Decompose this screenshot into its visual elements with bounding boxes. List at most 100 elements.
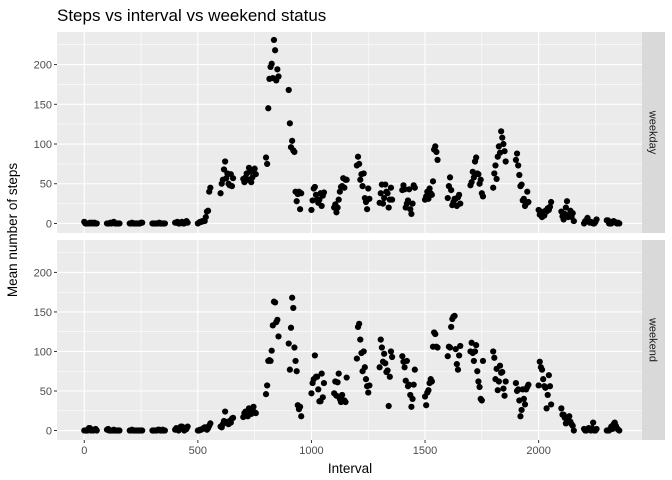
- data-point: [252, 410, 259, 417]
- data-point: [319, 394, 326, 401]
- data-point: [590, 419, 597, 426]
- data-point: [291, 344, 298, 351]
- data-point: [454, 366, 462, 373]
- data-point: [498, 128, 505, 135]
- data-point: [378, 344, 385, 351]
- data-point: [366, 195, 373, 202]
- data-point: [432, 143, 439, 150]
- data-point: [222, 408, 229, 415]
- data-point: [379, 200, 387, 207]
- facet-panel-weekend: 0 50 100 150 200 weekend: [34, 240, 665, 440]
- data-point: [314, 373, 321, 380]
- data-point: [468, 179, 475, 186]
- data-point: [426, 185, 433, 192]
- data-point: [229, 175, 237, 182]
- data-point: [385, 402, 392, 410]
- data-point: [335, 196, 342, 203]
- data-point: [540, 376, 547, 383]
- data-point: [384, 190, 391, 197]
- data-point: [343, 176, 350, 183]
- y-tick-label: 50: [40, 179, 52, 191]
- data-point: [271, 299, 279, 306]
- data-point: [287, 324, 295, 331]
- data-point: [320, 189, 328, 196]
- data-point: [388, 353, 396, 361]
- data-point: [457, 200, 464, 207]
- data-point: [536, 358, 543, 365]
- data-point: [492, 162, 499, 169]
- x-axis: 0 500 1000 1500 2000: [81, 440, 551, 457]
- data-point: [93, 427, 100, 434]
- data-point: [252, 171, 259, 178]
- data-point: [546, 383, 554, 390]
- data-point: [448, 323, 455, 331]
- data-point: [387, 348, 395, 355]
- data-point: [429, 178, 437, 185]
- data-point: [222, 158, 229, 165]
- y-tick-label: 0: [46, 218, 52, 230]
- data-point: [544, 391, 551, 399]
- x-tick-label: 0: [81, 445, 87, 457]
- panel-background: [57, 32, 642, 233]
- data-point: [343, 374, 350, 381]
- data-point: [336, 188, 343, 195]
- data-point: [357, 336, 364, 343]
- x-tick-label: 1500: [413, 445, 437, 457]
- data-point: [411, 184, 418, 191]
- data-point: [207, 420, 214, 427]
- data-point: [217, 190, 224, 197]
- data-point: [499, 368, 506, 376]
- data-point: [563, 198, 571, 205]
- data-point: [515, 386, 522, 393]
- data-point: [264, 382, 271, 389]
- data-point: [335, 370, 342, 377]
- data-point: [161, 427, 169, 434]
- data-point: [184, 423, 191, 430]
- data-point: [495, 143, 502, 150]
- y-tick-label: 200: [34, 267, 52, 279]
- data-point: [475, 171, 482, 178]
- data-point: [444, 353, 451, 360]
- data-point: [593, 425, 600, 433]
- data-point: [496, 362, 504, 369]
- data-point: [446, 174, 454, 181]
- data-point: [223, 175, 230, 182]
- data-point: [408, 403, 415, 410]
- data-point: [271, 47, 279, 54]
- data-point: [428, 191, 435, 198]
- data-point: [298, 190, 305, 197]
- data-point: [296, 206, 304, 213]
- data-point: [298, 413, 305, 420]
- data-point: [490, 184, 497, 191]
- data-point: [377, 190, 384, 197]
- data-point: [409, 395, 416, 402]
- data-point: [500, 140, 507, 148]
- data-point: [318, 370, 325, 377]
- data-point: [320, 379, 328, 387]
- data-point: [354, 153, 362, 160]
- data-point: [291, 148, 298, 156]
- data-point: [474, 368, 481, 375]
- y-tick-label: 0: [46, 426, 52, 438]
- data-point: [444, 194, 451, 202]
- x-tick-label: 2000: [526, 445, 550, 457]
- data-point: [356, 320, 363, 327]
- data-point: [382, 181, 389, 188]
- data-point: [516, 171, 523, 179]
- data-point: [456, 352, 463, 359]
- data-point: [515, 162, 522, 169]
- data-point: [434, 344, 441, 351]
- data-point: [560, 216, 567, 223]
- data-point: [451, 312, 458, 319]
- data-point: [548, 198, 555, 206]
- data-point: [566, 413, 573, 420]
- data-point: [262, 391, 270, 398]
- data-point: [139, 427, 146, 434]
- data-point: [384, 367, 391, 374]
- data-point: [308, 390, 315, 397]
- data-point: [139, 219, 146, 226]
- data-point: [406, 186, 413, 193]
- data-point: [311, 183, 318, 191]
- data-point: [569, 422, 576, 429]
- x-axis-title: Interval: [328, 461, 372, 476]
